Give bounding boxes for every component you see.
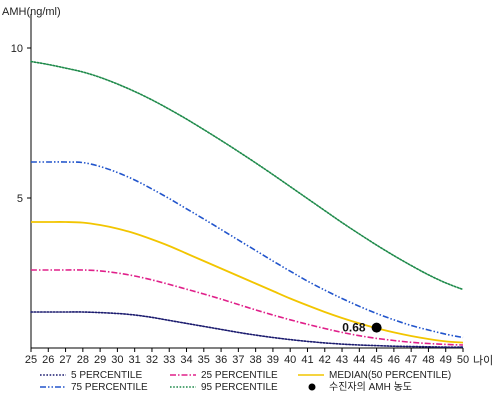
x-tick-label: 43	[336, 354, 348, 366]
patient-amh-point	[371, 322, 382, 333]
series-line-25-percentile	[31, 269, 464, 346]
legend-label: 25 PERCENTILE	[201, 370, 278, 381]
legend-label: 75 PERCENTILE	[71, 382, 148, 393]
legend-label: 95 PERCENTILE	[201, 382, 278, 393]
legend-label: 수진자의 AMH 농도	[329, 381, 412, 393]
x-tick-label: 26	[42, 354, 54, 366]
x-tick-label: 30	[111, 354, 123, 366]
y-tick-label: 5	[17, 193, 23, 205]
x-tick-label: 34	[180, 354, 192, 366]
x-tick-label: 47	[405, 354, 417, 366]
x-tick-label: 39	[267, 354, 279, 366]
x-tick-label: 36	[215, 354, 227, 366]
x-tick-label: 33	[163, 354, 175, 366]
series-line-95-percentile	[30, 60, 464, 291]
y-axis-title: AMH(ng/ml)	[2, 6, 61, 18]
x-tick-label: 25	[25, 354, 37, 366]
x-axis-title: 나이	[473, 354, 493, 367]
x-tick-label: 38	[250, 354, 262, 366]
x-tick-label: 32	[146, 354, 158, 366]
x-tick-label: 41	[301, 354, 313, 366]
x-tick-label: 27	[59, 354, 71, 366]
percentile-lines	[30, 60, 464, 348]
series-line-median-50-percentile	[31, 221, 464, 344]
x-tick-label: 31	[129, 354, 141, 366]
legend-label: MEDIAN(50 PERCENTILE)	[329, 370, 451, 381]
chart-legend: 5 PERCENTILE 25 PERCENTILE MEDIAN(50 PERCE…	[40, 370, 451, 393]
chart-axes: 25 26 27 28 29 30 31 32 33 34 35 36 37 38 39 40 41 42 43 44…	[11, 14, 469, 366]
legend-marker-swatch	[308, 383, 316, 391]
x-tick-label: 35	[198, 354, 210, 366]
x-tick-label: 50	[457, 354, 469, 366]
patient-amh-value-label: 0.68	[342, 321, 366, 335]
x-tick-label: 37	[232, 354, 244, 366]
x-tick-label: 49	[440, 354, 452, 366]
x-tick-label: 45	[370, 354, 382, 366]
x-tick-label: 48	[422, 354, 434, 366]
legend-label: 5 PERCENTILE	[71, 370, 142, 381]
series-line-75-percentile	[31, 161, 464, 339]
x-tick-label: 42	[319, 354, 331, 366]
series-line-5-percentile	[30, 311, 464, 348]
x-tick-label: 44	[353, 354, 365, 366]
x-tick-label: 40	[284, 354, 296, 366]
x-tick-label: 46	[388, 354, 400, 366]
y-tick-label: 10	[11, 43, 23, 55]
x-tick-label: 29	[94, 354, 106, 366]
x-tick-label: 28	[77, 354, 89, 366]
patient-marker-layer: 0.68	[342, 321, 382, 335]
